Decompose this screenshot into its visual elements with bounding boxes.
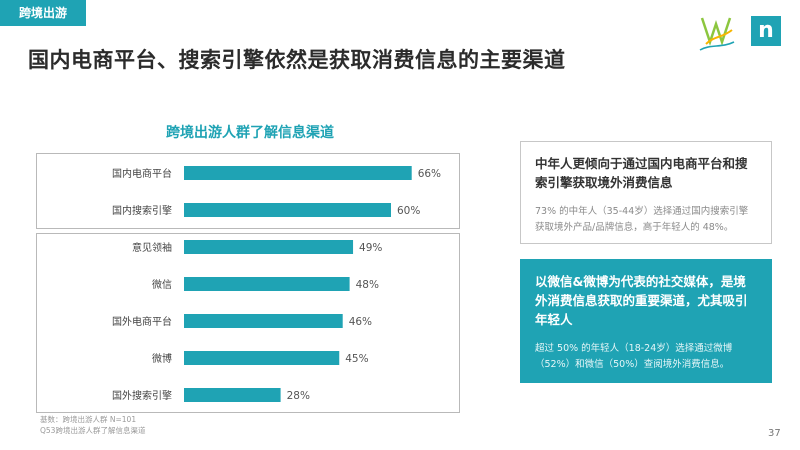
value-label: 28% (287, 390, 310, 402)
category-label: 国内搜索引擎 (112, 204, 172, 217)
category-label: 国外电商平台 (112, 315, 172, 328)
category-label: 微信 (152, 278, 172, 291)
page-title: 国内电商平台、搜索引擎依然是获取消费信息的主要渠道 (28, 48, 566, 72)
callout-social-media: 以微信&微博为代表的社交媒体，是境外消费信息获取的重要渠道，尤其吸引年轻人 超过… (520, 259, 772, 383)
bar (184, 277, 350, 291)
bar (184, 166, 412, 180)
footnote-question: Q53跨境出游人群了解信息渠道 (40, 426, 146, 435)
chart-title: 跨境出游人群了解信息渠道 (166, 125, 334, 141)
callout-body: 73% 的中年人（35-44岁）选择通过国内搜索引擎获取境外产品/品牌信息，高于… (535, 206, 749, 233)
bar (184, 388, 281, 402)
callout-middle-aged: 中年人更倾向于通过国内电商平台和搜索引擎获取境外消费信息 73% 的中年人（35… (520, 141, 772, 244)
bar (184, 351, 340, 365)
value-label: 46% (349, 316, 372, 328)
value-label: 49% (359, 242, 382, 254)
callout-heading: 以微信&微博为代表的社交媒体，是境外消费信息获取的重要渠道，尤其吸引年轻人 (535, 274, 748, 327)
callout-body: 超过 50% 的年轻人（18-24岁）选择通过微博（52%）和微信（50%）查阅… (535, 343, 733, 370)
wechat-style-logo (699, 17, 735, 51)
bar (184, 240, 354, 254)
footnote-base: 基数：跨境出游人群 N=101 (40, 415, 137, 424)
value-label: 66% (418, 168, 441, 180)
page-number: 37 (768, 428, 781, 439)
category-label: 国外搜索引擎 (112, 389, 172, 402)
category-label: 国内电商平台 (112, 167, 172, 180)
callout-heading: 中年人更倾向于通过国内电商平台和搜索引擎获取境外消费信息 (535, 156, 748, 190)
category-label: 意见领袖 (132, 241, 172, 254)
value-label: 45% (345, 353, 368, 365)
section-tag: 跨境出游 (0, 0, 86, 26)
value-label: 60% (397, 205, 420, 217)
bar (184, 314, 343, 328)
bar (184, 203, 391, 217)
value-label: 48% (356, 279, 379, 291)
footnote: 基数：跨境出游人群 N=101 Q53跨境出游人群了解信息渠道 (40, 414, 145, 436)
brand-logo-n: n (751, 16, 781, 46)
category-label: 微博 (152, 352, 172, 365)
